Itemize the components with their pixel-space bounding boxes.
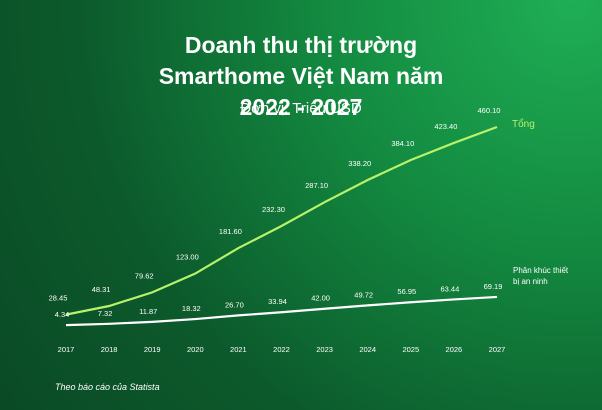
source-note: Theo báo cáo của Statista <box>55 382 160 392</box>
data-label: 460.10 <box>478 106 501 115</box>
data-label: 384.10 <box>391 139 414 148</box>
legend-entry: Phân khúc thiết bị an ninh <box>513 266 569 286</box>
x-tick-label: 2023 <box>316 345 333 354</box>
data-label: 42.00 <box>311 294 330 303</box>
data-label: 11.87 <box>139 307 157 316</box>
data-label: 287.10 <box>305 181 328 190</box>
data-label: 33.94 <box>268 297 287 306</box>
x-tick-label: 2019 <box>144 345 161 354</box>
line <box>65 125 498 316</box>
data-label: 79.62 <box>135 271 154 280</box>
x-tick-label: 2020 <box>187 345 204 354</box>
chart-title: Doanh thu thị trường Smarthome Việt Nam … <box>158 32 444 120</box>
data-label: 63.44 <box>441 284 460 293</box>
data-label: 69.19 <box>484 282 503 291</box>
line <box>65 295 498 327</box>
data-label: 4.34 <box>55 310 70 319</box>
data-label: 28.45 <box>49 294 68 303</box>
legend-entry: Tổng <box>512 119 535 130</box>
x-tick-label: 2021 <box>230 345 247 354</box>
data-label: 18.32 <box>182 304 201 313</box>
data-label: 49.72 <box>354 290 373 299</box>
x-tick-label: 2027 <box>489 345 506 354</box>
data-label: 7.32 <box>98 309 113 318</box>
x-tick-label: 2025 <box>402 345 419 354</box>
data-label: 26.70 <box>225 300 244 309</box>
subtitle: Đơn vị: Triệu USD <box>240 100 362 117</box>
data-label: 232.30 <box>262 205 285 214</box>
x-tick-label: 2026 <box>446 345 463 354</box>
x-tick-label: 2017 <box>58 345 75 354</box>
x-tick-label: 2024 <box>359 345 376 354</box>
data-label: 48.31 <box>92 285 111 294</box>
data-label: 181.60 <box>219 227 242 236</box>
data-label: 338.20 <box>348 159 371 168</box>
x-tick-label: 2022 <box>273 345 290 354</box>
data-label: 123.00 <box>176 253 199 262</box>
data-label: 56.95 <box>397 287 416 296</box>
data-label: 423.40 <box>434 122 457 131</box>
x-tick-label: 2018 <box>101 345 118 354</box>
